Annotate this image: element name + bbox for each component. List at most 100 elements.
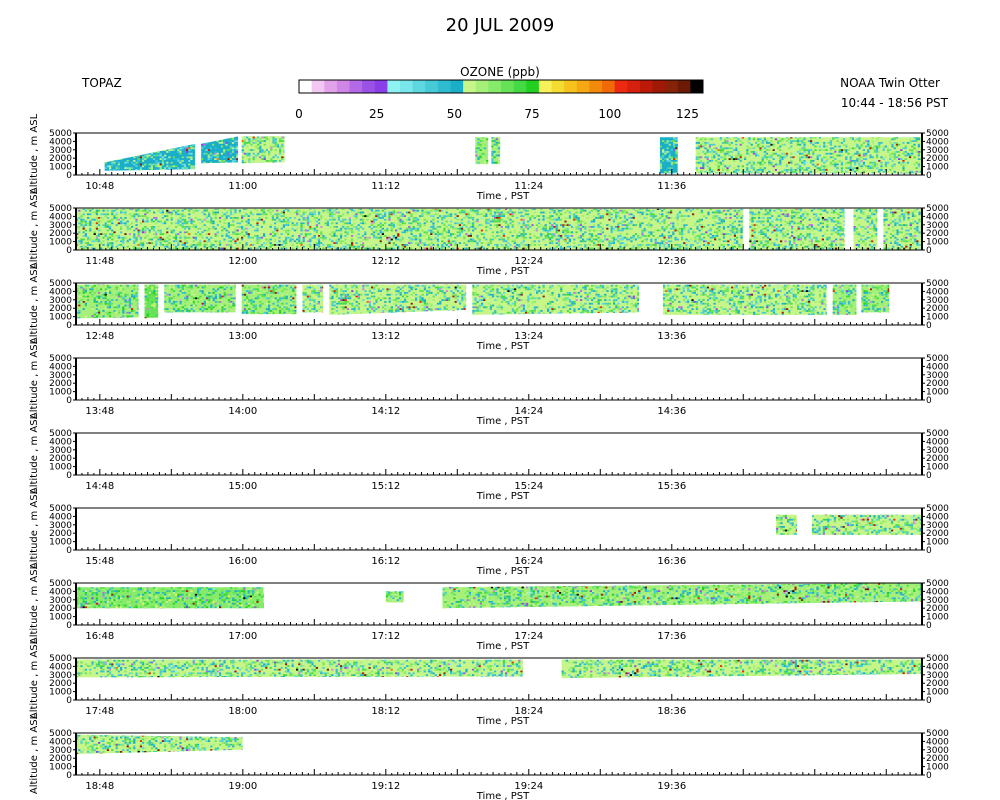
y-tick-label-right: 0 [926, 171, 932, 181]
y-tick-label-left: 2000 [49, 754, 72, 764]
y-tick-label-right: 2000 [926, 229, 949, 239]
y-tick-label-right: 5000 [926, 729, 949, 739]
y-tick-label-right: 3000 [926, 146, 949, 156]
colorbar-swatch [374, 80, 388, 93]
x-tick-label: 11:12 [371, 181, 400, 192]
x-tick-label: 15:00 [228, 481, 257, 492]
y-tick-label-right: 1000 [926, 238, 949, 248]
ozone-data-segment [472, 284, 640, 315]
x-tick-label: 15:24 [514, 481, 543, 492]
y-tick-label-left: 0 [66, 546, 72, 556]
y-tick-label-left: 3000 [49, 221, 72, 231]
x-tick-label: 15:36 [657, 481, 686, 492]
y-tick-label-right: 4000 [926, 737, 949, 747]
y-tick-label-left: 5000 [49, 654, 72, 664]
y-tick-label-right: 2000 [926, 154, 949, 164]
x-tick-label: 17:36 [657, 631, 686, 642]
platform-label: NOAA Twin Otter [840, 76, 940, 90]
ozone-data-segment [144, 284, 159, 319]
ozone-data-segment [385, 591, 404, 603]
x-tick-label: 12:36 [657, 256, 686, 267]
x-tick-label: 16:00 [228, 556, 257, 567]
ozone-data-segment [853, 208, 878, 250]
y-tick-label-right: 4000 [926, 212, 949, 222]
ozone-data-segment [776, 514, 797, 535]
y-tick-label-left: 5000 [49, 504, 72, 514]
ozone-data-segment [695, 137, 922, 174]
y-tick-label-right: 4000 [926, 287, 949, 297]
ozone-data-segment [241, 284, 297, 315]
y-tick-label-right: 4000 [926, 587, 949, 597]
y-tick-label-left: 2000 [49, 454, 72, 464]
x-tick-label: 18:36 [657, 706, 686, 717]
y-tick-label-left: 1000 [49, 313, 72, 323]
colorbar-swatch [639, 80, 653, 93]
y-tick-label-left: 2000 [49, 229, 72, 239]
y-tick-label-left: 2000 [49, 604, 72, 614]
y-axis-title: Altitude , m ASL [29, 188, 40, 269]
y-tick-label-left: 1000 [49, 763, 72, 773]
colorbar-swatch [602, 80, 616, 93]
y-tick-label-right: 3000 [926, 746, 949, 756]
x-tick-label: 14:12 [371, 406, 400, 417]
colorbar-swatch [488, 80, 502, 93]
x-tick-label: 19:00 [228, 781, 257, 792]
x-tick-label: 12:00 [228, 256, 257, 267]
chart-title: 20 JUL 2009 [446, 15, 555, 36]
y-tick-label-left: 3000 [49, 296, 72, 306]
y-tick-label-right: 0 [926, 621, 932, 631]
x-tick-label: 13:48 [85, 406, 114, 417]
colorbar-ticks: 0 25 50 75 100 125 [295, 107, 699, 121]
y-tick-label-left: 0 [66, 171, 72, 181]
x-tick-label: 16:48 [85, 631, 114, 642]
y-tick-label-left: 5000 [49, 279, 72, 289]
y-tick-label-left: 4000 [49, 212, 72, 222]
y-tick-label-left: 5000 [49, 129, 72, 139]
colorbar-swatch [362, 80, 376, 93]
y-tick-label-left: 1000 [49, 388, 72, 398]
x-tick-label: 11:48 [85, 256, 114, 267]
y-tick-label-left: 0 [66, 321, 72, 331]
ozone-data-segment [491, 137, 501, 165]
colorbar-swatch [425, 80, 439, 93]
x-axis-title: Time , PST [476, 416, 530, 427]
y-axis-title: Altitude , m ASL [29, 638, 40, 719]
y-tick-label-right: 1000 [926, 313, 949, 323]
colorbar-tick-label: 75 [524, 107, 539, 121]
x-tick-label: 13:24 [514, 331, 543, 342]
y-tick-label-right: 3000 [926, 221, 949, 231]
x-tick-label: 14:36 [657, 406, 686, 417]
x-axis-title: Time , PST [476, 266, 530, 277]
colorbar-swatch [463, 80, 477, 93]
y-tick-label-left: 3000 [49, 446, 72, 456]
ozone-data-segment [832, 284, 857, 315]
x-tick-label: 19:12 [371, 781, 400, 792]
ozone-data-segment [811, 514, 922, 535]
y-axis-title: Altitude , m ASL [29, 113, 40, 194]
y-tick-label-left: 0 [66, 246, 72, 256]
y-tick-label-right: 4000 [926, 137, 949, 147]
y-axis-title: Altitude , m ASL [29, 713, 40, 794]
colorbar-swatch [400, 80, 414, 93]
y-axis-title: Altitude , m ASL [29, 563, 40, 644]
ozone-data-segment [861, 284, 890, 313]
y-tick-label-left: 2000 [49, 154, 72, 164]
colorbar-swatch [526, 80, 540, 93]
ozone-data-segment [659, 137, 678, 174]
x-tick-label: 15:12 [371, 481, 400, 492]
y-tick-label-left: 4000 [49, 737, 72, 747]
colorbar-swatch [614, 80, 628, 93]
ozone-data-segment [76, 208, 744, 250]
x-tick-label: 16:24 [514, 556, 543, 567]
colorbar-swatch [665, 80, 679, 93]
y-tick-label-left: 1000 [49, 463, 72, 473]
colorbar [298, 79, 704, 94]
y-tick-label-right: 1000 [926, 763, 949, 773]
panel-frame [75, 432, 923, 476]
y-tick-label-right: 5000 [926, 504, 949, 514]
y-tick-label-left: 5000 [49, 204, 72, 214]
ozone-data-segment [104, 143, 196, 171]
y-tick-label-left: 3000 [49, 521, 72, 531]
